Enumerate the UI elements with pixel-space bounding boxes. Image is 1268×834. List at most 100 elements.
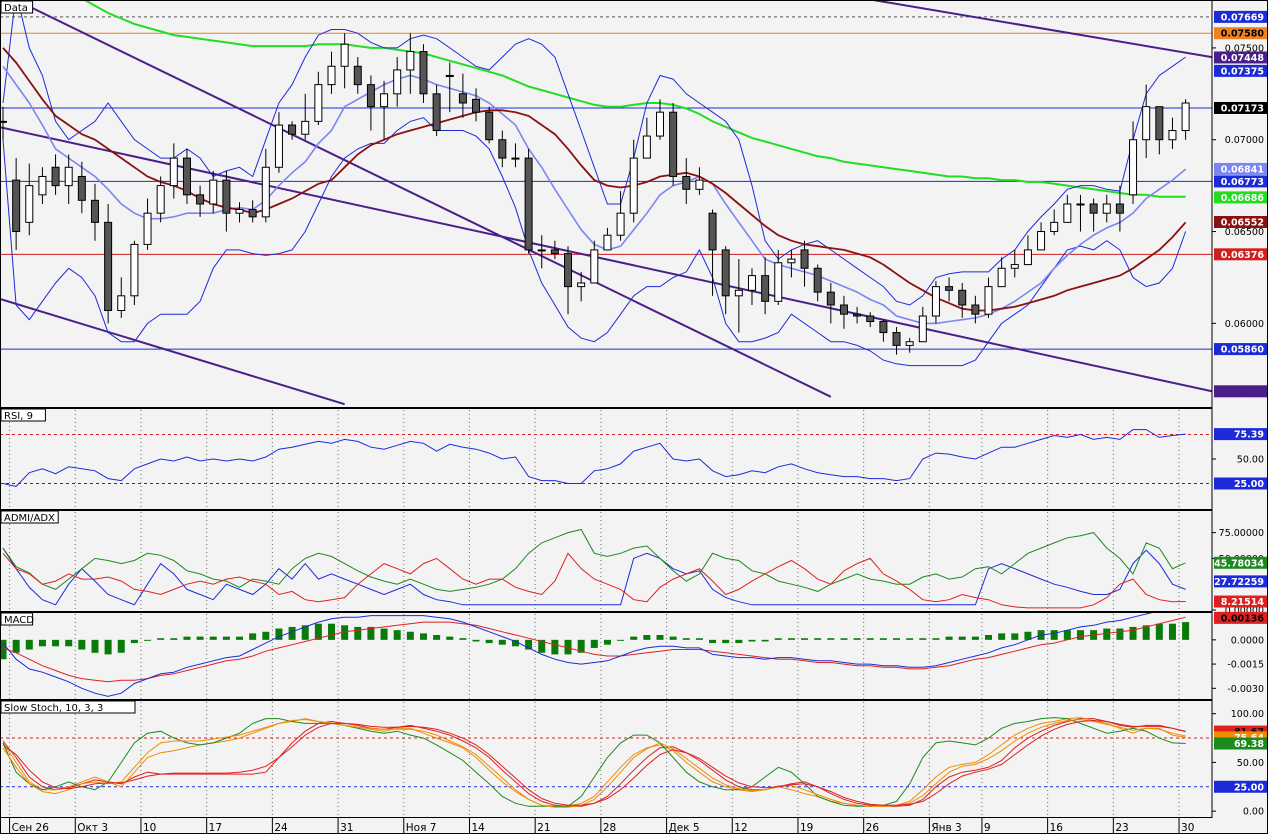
candle[interactable] [327,65,336,86]
candle[interactable] [130,243,139,297]
candle[interactable] [550,249,559,255]
candle[interactable] [734,289,743,297]
candle[interactable] [984,286,993,315]
candle[interactable] [1142,106,1151,141]
candle[interactable] [721,249,730,297]
candle[interactable] [1037,231,1046,251]
candle[interactable] [274,124,283,168]
candle[interactable] [931,286,940,317]
candle[interactable] [1010,264,1019,269]
candle[interactable] [353,65,362,86]
candle[interactable] [656,111,664,137]
candle[interactable] [156,185,165,214]
candle[interactable] [104,221,113,312]
candle[interactable] [90,199,99,223]
candle[interactable] [458,93,467,104]
candles[interactable] [0,33,1190,355]
candle[interactable] [905,341,914,346]
candle[interactable] [209,179,218,205]
candle[interactable] [1181,102,1190,132]
candle[interactable] [1155,106,1164,141]
candle[interactable] [314,84,323,122]
candle[interactable] [445,74,454,77]
candle[interactable] [945,286,954,291]
panel-3[interactable]: MACD 0.0000 -0.0015 -0.0030 0.00136 [0,604,1267,700]
channel-line[interactable] [0,0,832,398]
candle[interactable] [866,315,875,323]
panel-4[interactable]: Slow Stoch, 10, 3, 3100.0050.000.0081.67… [0,700,1267,818]
candle[interactable] [695,179,704,190]
candle[interactable] [1050,221,1059,233]
candle[interactable] [498,139,507,159]
candle[interactable] [380,93,389,108]
candle[interactable] [564,253,573,288]
candle[interactable] [117,295,126,312]
candle[interactable] [642,135,651,159]
candle[interactable] [12,179,21,233]
candle[interactable] [288,124,297,135]
candle[interactable] [406,51,415,71]
candle[interactable] [1129,139,1138,196]
candle[interactable] [169,157,178,187]
candle[interactable] [511,157,520,160]
candle[interactable] [839,304,848,315]
candle[interactable] [472,98,481,113]
candle[interactable] [747,275,756,291]
candle[interactable] [813,267,822,293]
candle[interactable] [340,43,349,67]
candle[interactable] [761,275,770,302]
candle[interactable] [853,313,862,317]
candle[interactable] [577,282,586,288]
candle[interactable] [196,194,205,205]
candle[interactable] [419,51,428,95]
candle[interactable] [77,175,86,201]
candle[interactable] [800,249,809,269]
candle[interactable] [366,84,375,108]
candle[interactable] [918,315,927,343]
candle[interactable] [222,179,231,214]
candle[interactable] [629,157,638,214]
candle[interactable] [708,212,717,251]
candle[interactable] [1076,203,1085,206]
candle[interactable] [787,258,796,264]
candle[interactable] [261,166,270,218]
channel-line[interactable] [0,125,1212,393]
candle[interactable] [997,267,1006,288]
candle[interactable] [25,185,34,223]
candle[interactable] [958,289,967,306]
candle[interactable] [51,166,60,187]
candle[interactable] [432,93,441,132]
candle[interactable] [616,212,625,236]
candle[interactable] [892,332,901,346]
candle[interactable] [971,304,980,315]
candle[interactable] [64,166,73,187]
candle[interactable] [524,157,533,251]
candle[interactable] [1168,130,1177,141]
candle[interactable] [603,234,612,251]
candle[interactable] [774,262,783,302]
candle[interactable] [1023,249,1032,266]
panel-0[interactable]: Data 0.07500 0.07000 0.06500 0.06000 0.07669 0… [0,0,1267,408]
candle[interactable] [0,120,7,123]
candle[interactable] [1063,203,1072,223]
candle[interactable] [393,69,402,95]
candle[interactable] [1089,203,1098,214]
candle[interactable] [669,111,678,177]
candle[interactable] [235,209,244,214]
candle[interactable] [826,291,835,306]
candle[interactable] [879,321,888,334]
candle[interactable] [1115,203,1124,214]
candle[interactable] [682,175,691,190]
candle[interactable] [301,120,310,135]
candle[interactable] [143,212,152,245]
candle[interactable] [1102,203,1111,214]
channel-line[interactable] [0,296,345,406]
candle[interactable] [182,157,191,196]
candle[interactable] [590,249,599,284]
candle[interactable] [248,209,257,218]
candle[interactable] [537,249,546,252]
candle[interactable] [485,111,494,141]
channel-line[interactable] [831,0,1212,59]
